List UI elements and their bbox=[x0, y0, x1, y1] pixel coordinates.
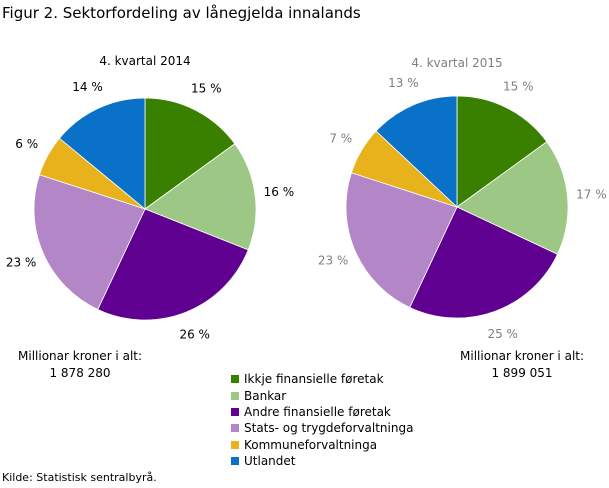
legend-label: Stats- og trygdeforvaltninga bbox=[244, 421, 414, 436]
pie-slice-stats-og-trygdeforvaltninga bbox=[345, 172, 458, 308]
legend-swatch bbox=[231, 424, 239, 433]
pie-slice-ikkje-finansielle-f-retak bbox=[144, 97, 236, 210]
pie-slice-utlandet bbox=[58, 97, 146, 210]
total-value: 1 899 051 bbox=[491, 366, 553, 380]
pie-slice-ikkje-finansielle-f-retak bbox=[456, 95, 548, 208]
slice-label: 13 % bbox=[388, 76, 419, 90]
slice-label: 25 % bbox=[487, 327, 518, 341]
legend-swatch bbox=[231, 375, 239, 384]
total-value: 1 878 280 bbox=[49, 366, 111, 380]
source-note: Kilde: Statistisk sentralbyrå. bbox=[2, 471, 157, 484]
legend-label: Andre finansielle føretak bbox=[244, 404, 391, 419]
pie-slice-andre-finansielle-f-retak bbox=[97, 208, 249, 321]
legend-item: Andre finansielle føretak bbox=[231, 404, 413, 420]
legend-swatch bbox=[231, 440, 239, 449]
legend-label: Ikkje finansielle føretak bbox=[244, 372, 384, 387]
pie-slice-bankar bbox=[456, 141, 569, 255]
slice-label: 16 % bbox=[264, 185, 295, 199]
slice-label: 23 % bbox=[6, 256, 37, 270]
legend-item: Utlandet bbox=[231, 453, 413, 469]
legend-swatch bbox=[231, 407, 239, 416]
legend-label: Kommuneforvaltninga bbox=[244, 437, 378, 452]
slice-label: 23 % bbox=[318, 254, 349, 268]
legend-swatch bbox=[231, 457, 239, 466]
total-2014: Millionar kroner i alt: 1 878 280 bbox=[18, 348, 142, 382]
legend-label: Bankar bbox=[244, 388, 287, 403]
slice-label: 26 % bbox=[179, 328, 210, 342]
slice-label: 7 % bbox=[329, 131, 352, 145]
pie-title: 4. kvartal 2015 bbox=[411, 56, 502, 70]
legend-label: Utlandet bbox=[244, 454, 296, 469]
slice-label: 15 % bbox=[191, 82, 222, 96]
legend-item: Kommuneforvaltninga bbox=[231, 437, 413, 453]
legend-item: Bankar bbox=[231, 387, 413, 403]
legend-item: Ikkje finansielle føretak bbox=[231, 371, 413, 387]
slice-label: 17 % bbox=[576, 187, 607, 201]
slice-label: 14 % bbox=[72, 80, 103, 94]
pie-slice-stats-og-trygdeforvaltninga bbox=[33, 174, 146, 310]
pie-slice-andre-finansielle-f-retak bbox=[409, 206, 558, 319]
pie-title: 4. kvartal 2014 bbox=[99, 54, 190, 68]
slice-label: 15 % bbox=[503, 80, 534, 94]
total-2015: Millionar kroner i alt: 1 899 051 bbox=[460, 348, 584, 382]
legend: Ikkje finansielle føretak Bankar Andre f… bbox=[231, 371, 413, 469]
figure-title: Figur 2. Sektorfordeling av lånegjelda i… bbox=[2, 4, 361, 22]
total-label: Millionar kroner i alt: bbox=[460, 349, 585, 363]
slice-label: 6 % bbox=[15, 137, 38, 151]
pie-slice-utlandet bbox=[375, 95, 458, 208]
total-label: Millionar kroner i alt: bbox=[18, 349, 143, 363]
legend-item: Stats- og trygdeforvaltninga bbox=[231, 420, 413, 436]
pie-slice-bankar bbox=[144, 143, 257, 251]
legend-swatch bbox=[231, 391, 239, 400]
